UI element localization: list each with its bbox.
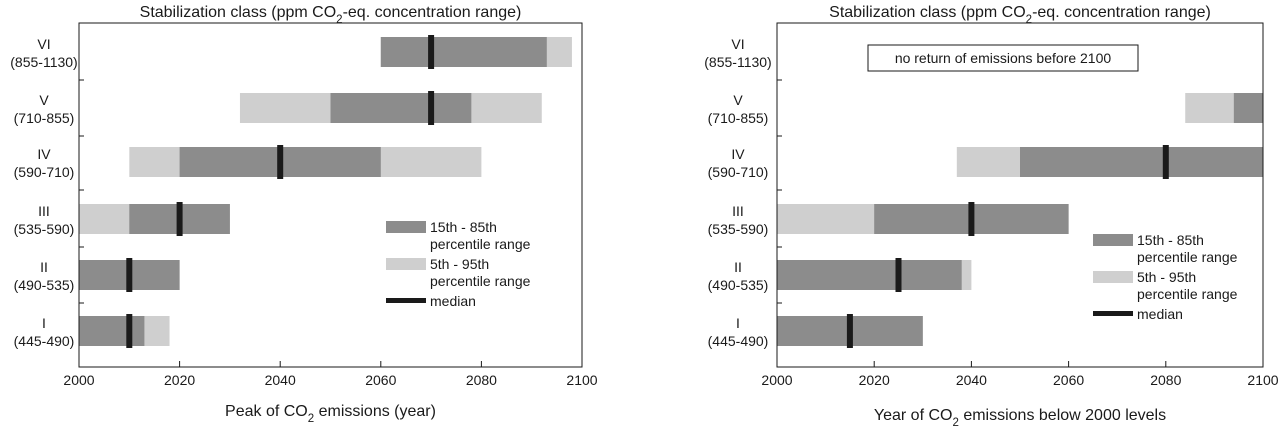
category-range-label: (710-855) bbox=[14, 110, 75, 126]
bar-row-vi bbox=[380, 35, 572, 69]
legend-swatch-inner bbox=[386, 221, 426, 233]
legend-label: median bbox=[430, 293, 476, 309]
legend-swatch-inner bbox=[1093, 234, 1133, 246]
plot-frame bbox=[776, 22, 1264, 368]
bar-15-85 bbox=[777, 260, 962, 290]
bar-row-v bbox=[239, 91, 542, 125]
category-range-label: (535-590) bbox=[14, 221, 75, 237]
category-label: I bbox=[736, 315, 740, 331]
bar-row-iv bbox=[956, 145, 1263, 179]
x-tick-label: 2020 bbox=[164, 372, 195, 388]
x-tick-label: 2060 bbox=[365, 372, 396, 388]
category-range-label: (535-590) bbox=[708, 221, 769, 237]
x-tick-label: 2000 bbox=[761, 372, 792, 388]
x-tick-label: 2080 bbox=[1150, 372, 1181, 388]
legend-swatch-outer bbox=[1093, 271, 1133, 283]
category-label: VI bbox=[731, 36, 744, 52]
plot-frame bbox=[78, 22, 583, 368]
x-tick-label: 2100 bbox=[566, 372, 597, 388]
bar-15-85 bbox=[79, 316, 145, 346]
x-tick-label: 2020 bbox=[859, 372, 890, 388]
bar-row-iii bbox=[777, 202, 1069, 236]
bar-15-85 bbox=[380, 37, 547, 67]
chart-title: Stabilization class (ppm CO2-eq. concent… bbox=[829, 4, 1211, 26]
legend-label: 5th - 95th bbox=[430, 256, 489, 272]
bar-row-v bbox=[1185, 93, 1263, 123]
category-range-label: (445-490) bbox=[708, 333, 769, 349]
category-range-label: (855-1130) bbox=[704, 54, 771, 70]
bar-row-i bbox=[777, 314, 923, 348]
legend-swatch-median bbox=[1093, 311, 1133, 316]
category-label: II bbox=[40, 259, 48, 275]
category-label: IV bbox=[731, 146, 745, 162]
annotation-box bbox=[867, 44, 1139, 72]
category-label: II bbox=[734, 259, 742, 275]
x-tick-label: 2040 bbox=[265, 372, 296, 388]
x-tick-label: 2060 bbox=[1053, 372, 1084, 388]
median-marker bbox=[126, 258, 133, 292]
legend-swatch-median bbox=[386, 298, 426, 303]
chart-title: Stabilization class (ppm CO2-eq. concent… bbox=[140, 4, 522, 26]
category-label: I bbox=[42, 315, 46, 331]
legend-label: percentile range bbox=[430, 273, 531, 289]
category-label: V bbox=[39, 92, 49, 108]
bar-15-85 bbox=[1020, 147, 1263, 177]
bar-15-85 bbox=[330, 93, 472, 123]
bar-row-iv bbox=[129, 145, 482, 179]
category-range-label: (490-535) bbox=[14, 277, 75, 293]
legend-label: 5th - 95th bbox=[1137, 269, 1196, 285]
category-range-label: (710-855) bbox=[708, 110, 769, 126]
category-label: VI bbox=[37, 36, 50, 52]
legend-label: median bbox=[1137, 306, 1183, 322]
x-tick-label: 2080 bbox=[466, 372, 497, 388]
category-range-label: (855-1130) bbox=[10, 54, 77, 70]
category-range-label: (590-710) bbox=[14, 164, 75, 180]
annotation-text: no return of emissions before 2100 bbox=[895, 50, 1112, 66]
median-marker bbox=[968, 202, 975, 236]
category-label: III bbox=[732, 203, 744, 219]
legend-label: percentile range bbox=[430, 236, 531, 252]
x-tick-label: 2100 bbox=[1247, 372, 1278, 388]
median-marker bbox=[176, 202, 183, 236]
chart-panel-2: Stabilization class (ppm CO2-eq. concent… bbox=[704, 4, 1279, 429]
bar-15-85 bbox=[1233, 93, 1263, 123]
legend-label: percentile range bbox=[1137, 286, 1238, 302]
median-marker bbox=[428, 91, 435, 125]
category-label: III bbox=[38, 203, 50, 219]
legend-swatch-outer bbox=[386, 258, 426, 270]
legend-label: 15th - 85th bbox=[430, 219, 497, 235]
legend-label: 15th - 85th bbox=[1137, 232, 1204, 248]
median-marker bbox=[126, 314, 133, 348]
category-range-label: (445-490) bbox=[14, 333, 75, 349]
chart-panel-1: Stabilization class (ppm CO2-eq. concent… bbox=[10, 4, 598, 425]
category-range-label: (490-535) bbox=[708, 277, 769, 293]
category-label: V bbox=[733, 92, 743, 108]
x-axis-label: Peak of CO2 emissions (year) bbox=[225, 403, 436, 425]
x-tick-label: 2040 bbox=[956, 372, 987, 388]
category-label: IV bbox=[37, 146, 51, 162]
legend-label: percentile range bbox=[1137, 249, 1238, 265]
median-marker bbox=[846, 314, 853, 348]
x-axis-label: Year of CO2 emissions below 2000 levels bbox=[874, 407, 1166, 429]
median-marker bbox=[1162, 145, 1169, 179]
bar-row-ii bbox=[79, 258, 180, 292]
category-range-label: (590-710) bbox=[708, 164, 769, 180]
x-tick-label: 2000 bbox=[63, 372, 94, 388]
median-marker bbox=[428, 35, 435, 69]
bar-row-ii bbox=[777, 258, 972, 292]
median-marker bbox=[277, 145, 284, 179]
median-marker bbox=[895, 258, 902, 292]
bar-row-iii bbox=[79, 202, 230, 236]
bar-row-i bbox=[79, 314, 170, 348]
